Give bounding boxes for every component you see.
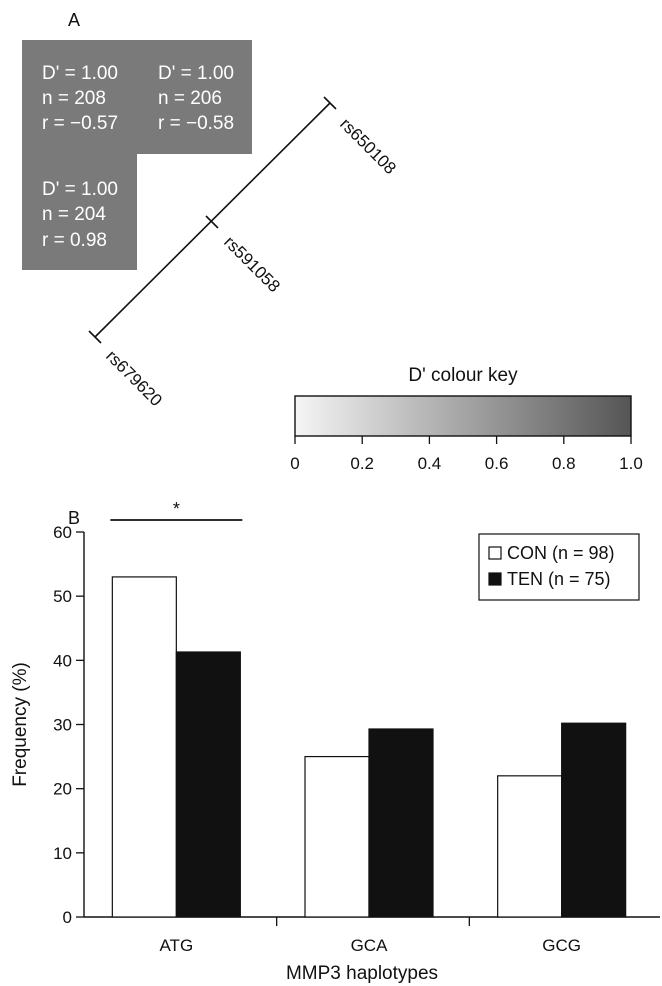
colour-key-bar — [294, 395, 632, 437]
x-tick-label: GCG — [542, 936, 581, 955]
y-tick-label: 60 — [53, 523, 72, 542]
bar-gcg-con — [497, 775, 563, 918]
bar-chart: B 0 10 20 30 40 50 60 Frequency (%) ATG GCA GCG MMP3… — [10, 499, 660, 984]
ld-cell-1-dprime: D' = 1.00 — [42, 63, 118, 84]
ld-cell-1-r: r = −0.57 — [42, 113, 118, 134]
colour-key-tick-label: 0.2 — [350, 454, 374, 473]
x-tick-label: GCA — [351, 936, 389, 955]
snp-tick-rs679620 — [88, 330, 102, 344]
colour-key-tick-label: 0 — [290, 454, 299, 473]
snp-axis — [88, 96, 337, 344]
legend-box — [478, 533, 640, 601]
snp-axis-line — [94, 102, 331, 338]
ld-cell-2: D' = 1.00 n = 206 r = −0.58 — [158, 63, 234, 134]
colour-key-title: D' colour key — [408, 365, 518, 386]
colour-key-tick-label: 0.6 — [485, 454, 509, 473]
legend-label: TEN (n = 75) — [507, 569, 611, 589]
y-tick-label: 30 — [53, 716, 72, 735]
ld-cell-3-r: r = 0.98 — [42, 230, 107, 251]
bar-atg-ten — [175, 651, 241, 918]
ld-cell-2-dprime: D' = 1.00 — [158, 63, 234, 84]
ld-cell-3: D' = 1.00 n = 204 r = 0.98 — [42, 179, 118, 251]
y-tick-label: 40 — [53, 651, 72, 670]
ld-cell-1-n: n = 208 — [42, 88, 106, 109]
bar-gca-con — [304, 755, 370, 918]
colour-key-tick-label: 0.8 — [552, 454, 576, 473]
bar-gcg-ten — [561, 722, 627, 918]
x-axis-title: MMP3 haplotypes — [286, 963, 438, 984]
panel-b-label: B — [68, 508, 80, 528]
x-tick-label: ATG — [159, 936, 193, 955]
bar-atg-con — [111, 576, 177, 918]
y-axis-title: Frequency (%) — [10, 662, 31, 787]
y-tick-label: 20 — [53, 780, 72, 799]
legend-swatch — [488, 572, 502, 586]
panel-a-label: A — [68, 10, 80, 30]
colour-key-ticks: 0 0.2 0.4 0.6 0.8 1.0 — [290, 436, 643, 473]
snp-tick-rs650108 — [323, 96, 337, 110]
y-tick-label: 50 — [53, 587, 72, 606]
significance-marker: * — [173, 499, 180, 519]
colour-key-tick-label: 1.0 — [619, 454, 643, 473]
ld-cell-2-r: r = −0.58 — [158, 113, 234, 134]
ld-cell-1: D' = 1.00 n = 208 r = −0.57 — [42, 63, 118, 134]
snp-label-rs679620: rs679620 — [102, 346, 166, 410]
snp-label-rs650108: rs650108 — [336, 114, 400, 178]
ld-cell-3-dprime: D' = 1.00 — [42, 179, 118, 200]
ld-cell-2-n: n = 206 — [158, 88, 222, 109]
legend-swatch — [488, 546, 502, 560]
snp-tick-rs591058 — [205, 215, 219, 229]
bar-gca-ten — [368, 728, 434, 918]
y-tick-label: 10 — [53, 844, 72, 863]
y-tick-label: 0 — [63, 908, 72, 927]
ld-heatmap-cells — [22, 40, 252, 270]
legend-label: CON (n = 98) — [507, 543, 615, 563]
snp-label-rs591058: rs591058 — [220, 232, 284, 296]
colour-key-tick-label: 0.4 — [418, 454, 442, 473]
ld-cell-3-n: n = 204 — [42, 204, 106, 225]
